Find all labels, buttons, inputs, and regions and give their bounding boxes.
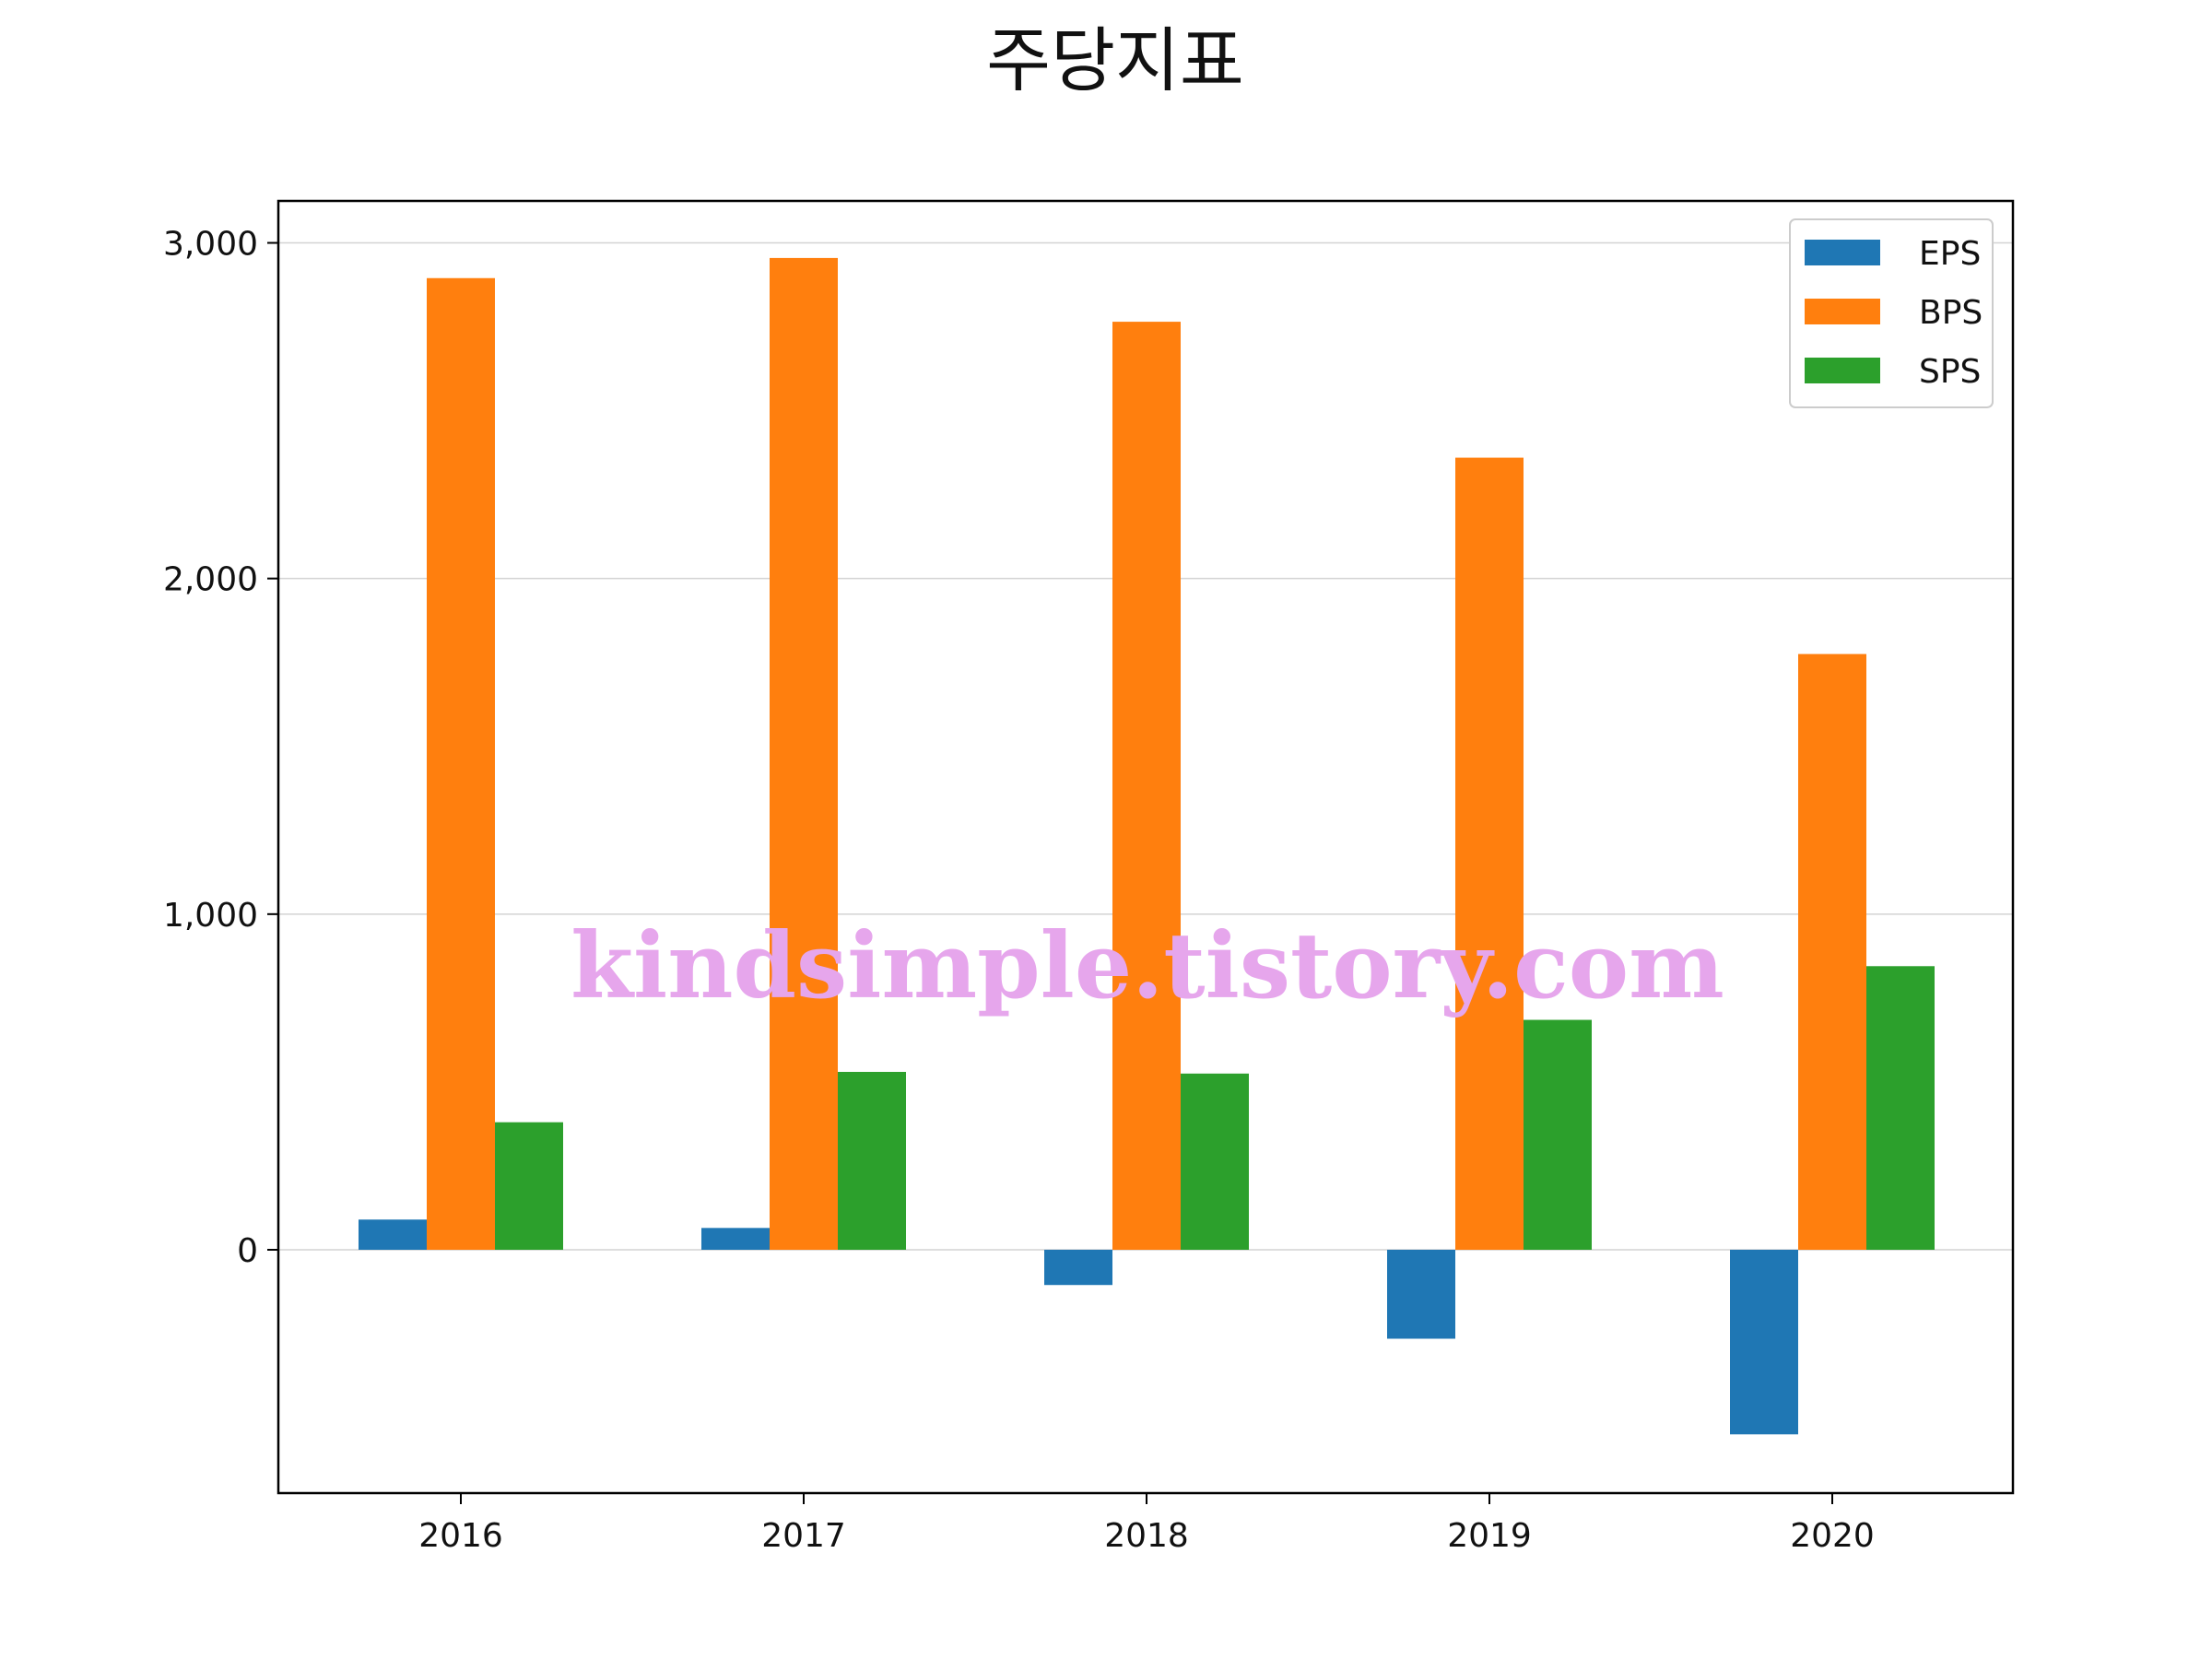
bar-sps-2019 bbox=[1524, 1019, 1592, 1250]
legend-label-sps: SPS bbox=[1919, 353, 1981, 391]
bar-bps-2017 bbox=[770, 257, 838, 1250]
y-tick-label: 1,000 bbox=[163, 897, 258, 935]
x-tick-label: 2018 bbox=[1104, 1517, 1189, 1555]
y-tick-label: 3,000 bbox=[163, 226, 258, 264]
x-tick-label: 2020 bbox=[1790, 1517, 1875, 1555]
x-tick-label: 2016 bbox=[418, 1517, 503, 1555]
bar-eps-2016 bbox=[359, 1219, 427, 1250]
chart-title: 주당지표 bbox=[986, 19, 1244, 101]
legend-swatch-eps bbox=[1805, 240, 1880, 265]
bar-eps-2018 bbox=[1044, 1249, 1112, 1286]
x-tick-label: 2019 bbox=[1447, 1517, 1532, 1555]
legend-swatch-sps bbox=[1805, 358, 1880, 383]
bar-sps-2016 bbox=[495, 1122, 563, 1250]
bar-bps-2016 bbox=[427, 277, 495, 1250]
x-tick-label: 2017 bbox=[761, 1517, 846, 1555]
y-tick-label: 0 bbox=[237, 1232, 258, 1270]
bar-bps-2019 bbox=[1455, 457, 1524, 1250]
axes: 0 1,000 2,000 3,000 2016 2017 2018 2019 2020 bbox=[163, 226, 1875, 1555]
bars bbox=[359, 257, 1935, 1435]
bar-eps-2017 bbox=[701, 1228, 770, 1250]
bar-eps-2020 bbox=[1730, 1249, 1798, 1435]
bar-bps-2020 bbox=[1798, 653, 1866, 1250]
y-tick-label: 2,000 bbox=[163, 561, 258, 599]
bar-sps-2018 bbox=[1181, 1073, 1249, 1250]
legend-label-eps: EPS bbox=[1919, 235, 1981, 273]
bar-sps-2020 bbox=[1866, 966, 1935, 1250]
legend-label-bps: BPS bbox=[1919, 294, 1983, 332]
bar-eps-2019 bbox=[1387, 1249, 1455, 1339]
bar-bps-2018 bbox=[1112, 322, 1181, 1250]
legend-swatch-bps bbox=[1805, 299, 1880, 324]
legend: EPS BPS SPS bbox=[1789, 218, 1994, 408]
bar-sps-2017 bbox=[838, 1071, 906, 1250]
watermark: kindsimple.tistory.com bbox=[571, 913, 1724, 1019]
